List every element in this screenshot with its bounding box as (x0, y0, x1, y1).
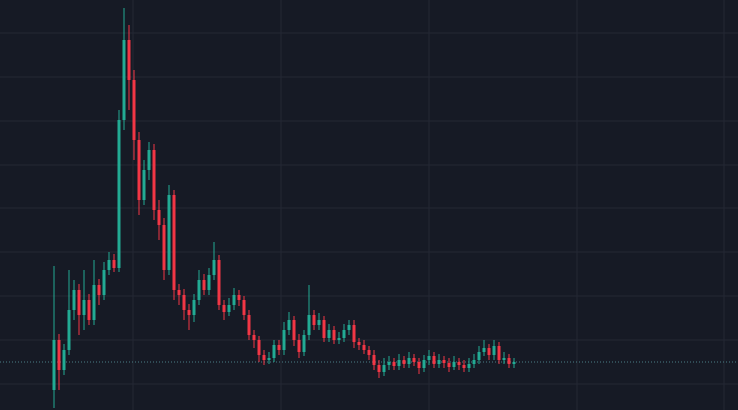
candle-body (337, 338, 341, 340)
candle-body (62, 350, 66, 370)
candle-body (257, 340, 261, 355)
candle-body (217, 260, 221, 305)
candle-body (242, 300, 246, 315)
candle-body (437, 360, 441, 364)
candle-body (92, 285, 96, 320)
candle-body (302, 335, 306, 352)
candle-body (247, 315, 251, 335)
candle-body (502, 358, 506, 360)
candle-body (227, 305, 231, 312)
candle-body (487, 348, 491, 355)
candle-body (387, 362, 391, 365)
candle-body (507, 358, 511, 364)
candle-body (417, 362, 421, 368)
candle-body (397, 360, 401, 366)
candle-body (277, 345, 281, 350)
candle-body (307, 315, 311, 335)
candle-body (262, 355, 266, 360)
candle-body (297, 340, 301, 352)
candle-body (107, 260, 111, 270)
candle-body (492, 346, 496, 355)
candle-body (287, 320, 291, 330)
candle-body (362, 345, 366, 350)
candle-body (77, 290, 81, 315)
candle-body (347, 325, 351, 330)
candle-body (442, 360, 446, 363)
candle-body (352, 325, 356, 342)
candle-body (472, 360, 476, 364)
candle-body (112, 260, 116, 268)
candle-body (137, 140, 141, 200)
candle-body (207, 275, 211, 290)
candle-body (122, 40, 126, 120)
candle-body (252, 335, 256, 340)
candle-body (457, 362, 461, 365)
candle-body (447, 363, 451, 367)
candle-body (392, 362, 396, 366)
candle-body (327, 330, 331, 338)
candle-body (317, 320, 321, 325)
candle-body (427, 356, 431, 360)
candle-body (462, 365, 466, 368)
candle-body (72, 290, 76, 310)
candle-body (142, 170, 146, 200)
candle-body (192, 300, 196, 315)
candle-body (432, 356, 436, 364)
candle-body (117, 120, 121, 268)
candle-body (497, 346, 501, 360)
candle-body (332, 330, 336, 340)
candle-body (172, 195, 176, 290)
candle-body (97, 285, 101, 295)
candle-body (152, 150, 156, 210)
candle-body (222, 305, 226, 312)
candle-body (292, 320, 296, 340)
candle-body (197, 280, 201, 300)
candle-body (147, 150, 151, 170)
candle-body (52, 340, 56, 390)
candle-body (382, 365, 386, 372)
candle-body (377, 365, 381, 372)
candle-body (67, 310, 71, 350)
candle-body (367, 350, 371, 355)
candle-body (177, 290, 181, 295)
candle-body (357, 342, 361, 345)
candle-body (512, 362, 516, 364)
candle-body (312, 315, 316, 325)
candle-body (267, 358, 271, 360)
candle-body (167, 195, 171, 270)
candle-body (482, 348, 486, 352)
candle-body (87, 300, 91, 320)
candle-body (157, 210, 161, 225)
candle-body (282, 330, 286, 350)
candle-body (407, 358, 411, 364)
candle-body (182, 295, 186, 310)
candle-body (102, 270, 106, 295)
candle-body (322, 320, 326, 338)
candle-body (57, 340, 61, 370)
candle-body (237, 295, 241, 300)
candle-body (127, 40, 131, 80)
candle-body (272, 345, 276, 358)
candle-body (422, 360, 426, 368)
candle-body (162, 225, 166, 270)
candle-body (467, 364, 471, 368)
candle-body (212, 260, 216, 275)
candle-body (232, 295, 236, 305)
candle-body (452, 362, 456, 367)
candle-body (402, 360, 406, 364)
candle-body (342, 330, 346, 338)
candle-body (412, 358, 416, 362)
candle-body (202, 280, 206, 290)
candle-body (82, 300, 86, 315)
candle-body (477, 352, 481, 360)
candle-body (187, 310, 191, 315)
candle-body (132, 80, 136, 140)
candle-body (372, 355, 376, 365)
